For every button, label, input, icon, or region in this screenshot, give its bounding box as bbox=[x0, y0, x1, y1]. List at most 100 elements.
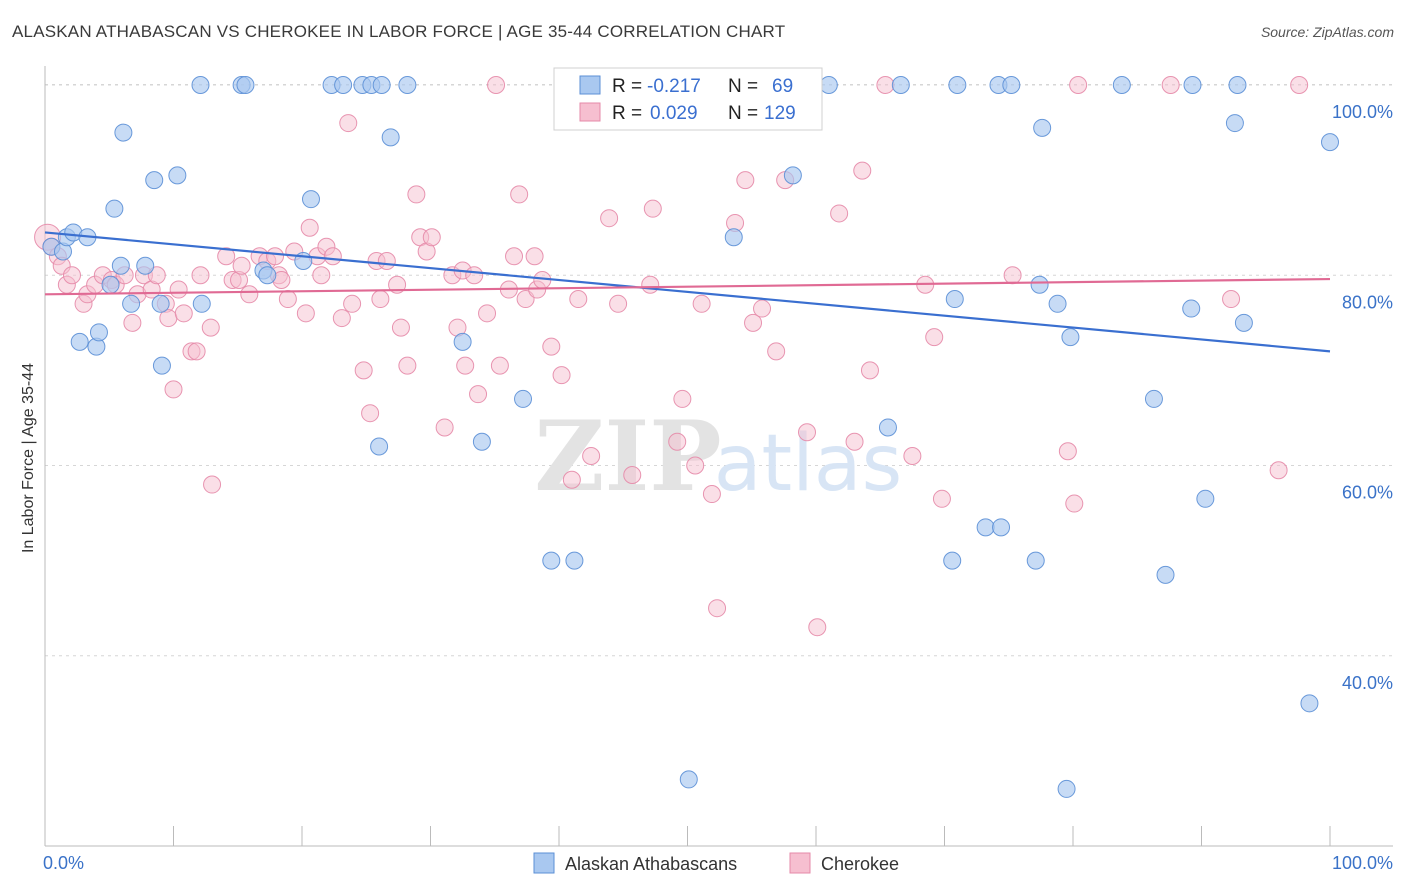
athabascan-point-58 bbox=[1112, 76, 1131, 95]
athabascan-point-68 bbox=[1321, 133, 1339, 152]
athabascan-point-52 bbox=[1026, 551, 1045, 570]
athabascan-point-25 bbox=[301, 190, 320, 209]
athabascan-point-60 bbox=[1156, 565, 1175, 584]
athabascan-point-63 bbox=[1196, 489, 1215, 508]
cherokee-point-117 bbox=[1222, 290, 1241, 309]
cherokee-point-20 bbox=[164, 380, 183, 399]
athabascan-point-66 bbox=[1234, 313, 1253, 332]
cherokee-point-47 bbox=[339, 114, 358, 133]
athabascan-point-67 bbox=[1300, 694, 1319, 713]
athabascan-point-18 bbox=[192, 294, 211, 313]
cherokee-point-27 bbox=[203, 475, 222, 494]
cherokee-point-91 bbox=[692, 294, 711, 313]
cherokee-point-75 bbox=[525, 247, 544, 266]
cherokee-points bbox=[34, 76, 1309, 637]
cherokee-point-87 bbox=[643, 199, 662, 218]
watermark-zip: ZIP bbox=[534, 400, 721, 513]
athabascan-point-16 bbox=[152, 356, 171, 375]
cherokee-point-97 bbox=[753, 299, 772, 318]
cherokee-point-45 bbox=[323, 247, 342, 266]
axes bbox=[44, 66, 1393, 847]
series-legend: Alaskan Athabascans Cherokee bbox=[533, 852, 899, 874]
cherokee-point-43 bbox=[312, 266, 331, 285]
trend-lines bbox=[44, 231, 1331, 353]
cherokee-point-112 bbox=[1003, 266, 1022, 285]
athabascan-point-12 bbox=[122, 294, 141, 313]
cherokee-point-52 bbox=[371, 290, 390, 309]
stats-n-label-1: N = bbox=[728, 76, 758, 97]
athabascan-point-36 bbox=[514, 389, 533, 408]
stats-legend: R = -0.217 N = 69 R = 0.029 N = 129 bbox=[553, 67, 823, 131]
cherokee-point-106 bbox=[860, 361, 879, 380]
cherokee-point-17 bbox=[147, 266, 166, 285]
cherokee-point-24 bbox=[187, 342, 206, 361]
athabascan-point-31 bbox=[372, 76, 391, 95]
athabascan-point-19 bbox=[191, 76, 210, 95]
cherokee-point-74 bbox=[516, 290, 535, 309]
athabascan-point-32 bbox=[381, 128, 400, 147]
legend-swatch-cherokee bbox=[789, 852, 811, 874]
cherokee-point-57 bbox=[407, 185, 426, 204]
athabascan-point-64 bbox=[1225, 114, 1244, 133]
athabascan-point-10 bbox=[114, 123, 133, 142]
cherokee-point-95 bbox=[736, 171, 755, 190]
cherokee-point-38 bbox=[278, 290, 297, 309]
athabascan-point-59 bbox=[1144, 389, 1163, 408]
athabascan-point-57 bbox=[1061, 328, 1080, 347]
cherokee-point-107 bbox=[876, 76, 895, 95]
chart-title: ALASKAN ATHABASCAN VS CHEROKEE IN LABOR … bbox=[12, 22, 786, 41]
cherokee-point-85 bbox=[623, 466, 642, 485]
athabascan-point-11 bbox=[111, 256, 130, 275]
cherokee-point-68 bbox=[478, 304, 497, 323]
cherokee-point-26 bbox=[201, 318, 220, 337]
athabascan-point-17 bbox=[168, 166, 187, 185]
cherokee-point-98 bbox=[767, 342, 786, 361]
cherokee-point-72 bbox=[505, 247, 524, 266]
athabascan-point-49 bbox=[992, 518, 1011, 537]
cherokee-point-21 bbox=[169, 280, 188, 299]
cherokee-point-115 bbox=[1069, 76, 1088, 95]
athabascan-point-33 bbox=[398, 76, 417, 95]
legend-swatch-athabascan bbox=[533, 852, 555, 874]
x-tick-label-max: 100.0% bbox=[1332, 853, 1393, 873]
cherokee-trend-line bbox=[44, 277, 1331, 296]
athabascan-point-13 bbox=[136, 256, 155, 275]
cherokee-point-80 bbox=[562, 470, 581, 489]
athabascan-point-54 bbox=[1033, 118, 1052, 137]
cherokee-point-53 bbox=[377, 252, 396, 270]
cherokee-point-5 bbox=[62, 266, 81, 285]
cherokee-point-105 bbox=[853, 161, 872, 180]
athabascan-points bbox=[42, 76, 1339, 798]
athabascan-point-5 bbox=[70, 332, 89, 351]
cherokee-point-108 bbox=[903, 447, 922, 465]
y-tick-label-100: 100.0% bbox=[1332, 102, 1393, 122]
cherokee-point-96 bbox=[744, 313, 763, 332]
cherokee-point-93 bbox=[708, 599, 727, 618]
cherokee-point-88 bbox=[668, 432, 687, 451]
cherokee-point-116 bbox=[1161, 76, 1180, 95]
stats-n-value-2: 129 bbox=[764, 103, 796, 124]
cherokee-point-31 bbox=[232, 256, 251, 275]
stats-swatch-blue bbox=[579, 75, 601, 95]
athabascan-point-15 bbox=[151, 294, 170, 313]
athabascan-point-14 bbox=[145, 171, 164, 190]
athabascan-point-48 bbox=[976, 518, 995, 537]
cherokee-point-65 bbox=[456, 356, 475, 375]
cherokee-point-83 bbox=[600, 209, 619, 228]
cherokee-point-92 bbox=[702, 485, 721, 504]
cherokee-point-73 bbox=[510, 185, 529, 204]
athabascan-point-45 bbox=[948, 76, 967, 95]
stats-r-value-2: 0.029 bbox=[650, 103, 698, 124]
cherokee-point-118 bbox=[1269, 461, 1288, 480]
cherokee-point-90 bbox=[686, 456, 705, 475]
cherokee-point-113 bbox=[1058, 442, 1077, 461]
cherokee-point-69 bbox=[487, 76, 506, 95]
athabascan-point-41 bbox=[783, 166, 802, 185]
cherokee-point-50 bbox=[361, 404, 380, 423]
athabascan-point-47 bbox=[945, 290, 964, 309]
athabascan-trend-line bbox=[44, 231, 1331, 353]
athabascan-point-44 bbox=[891, 76, 910, 95]
cherokee-point-22 bbox=[174, 304, 193, 323]
cherokee-point-104 bbox=[845, 432, 864, 451]
